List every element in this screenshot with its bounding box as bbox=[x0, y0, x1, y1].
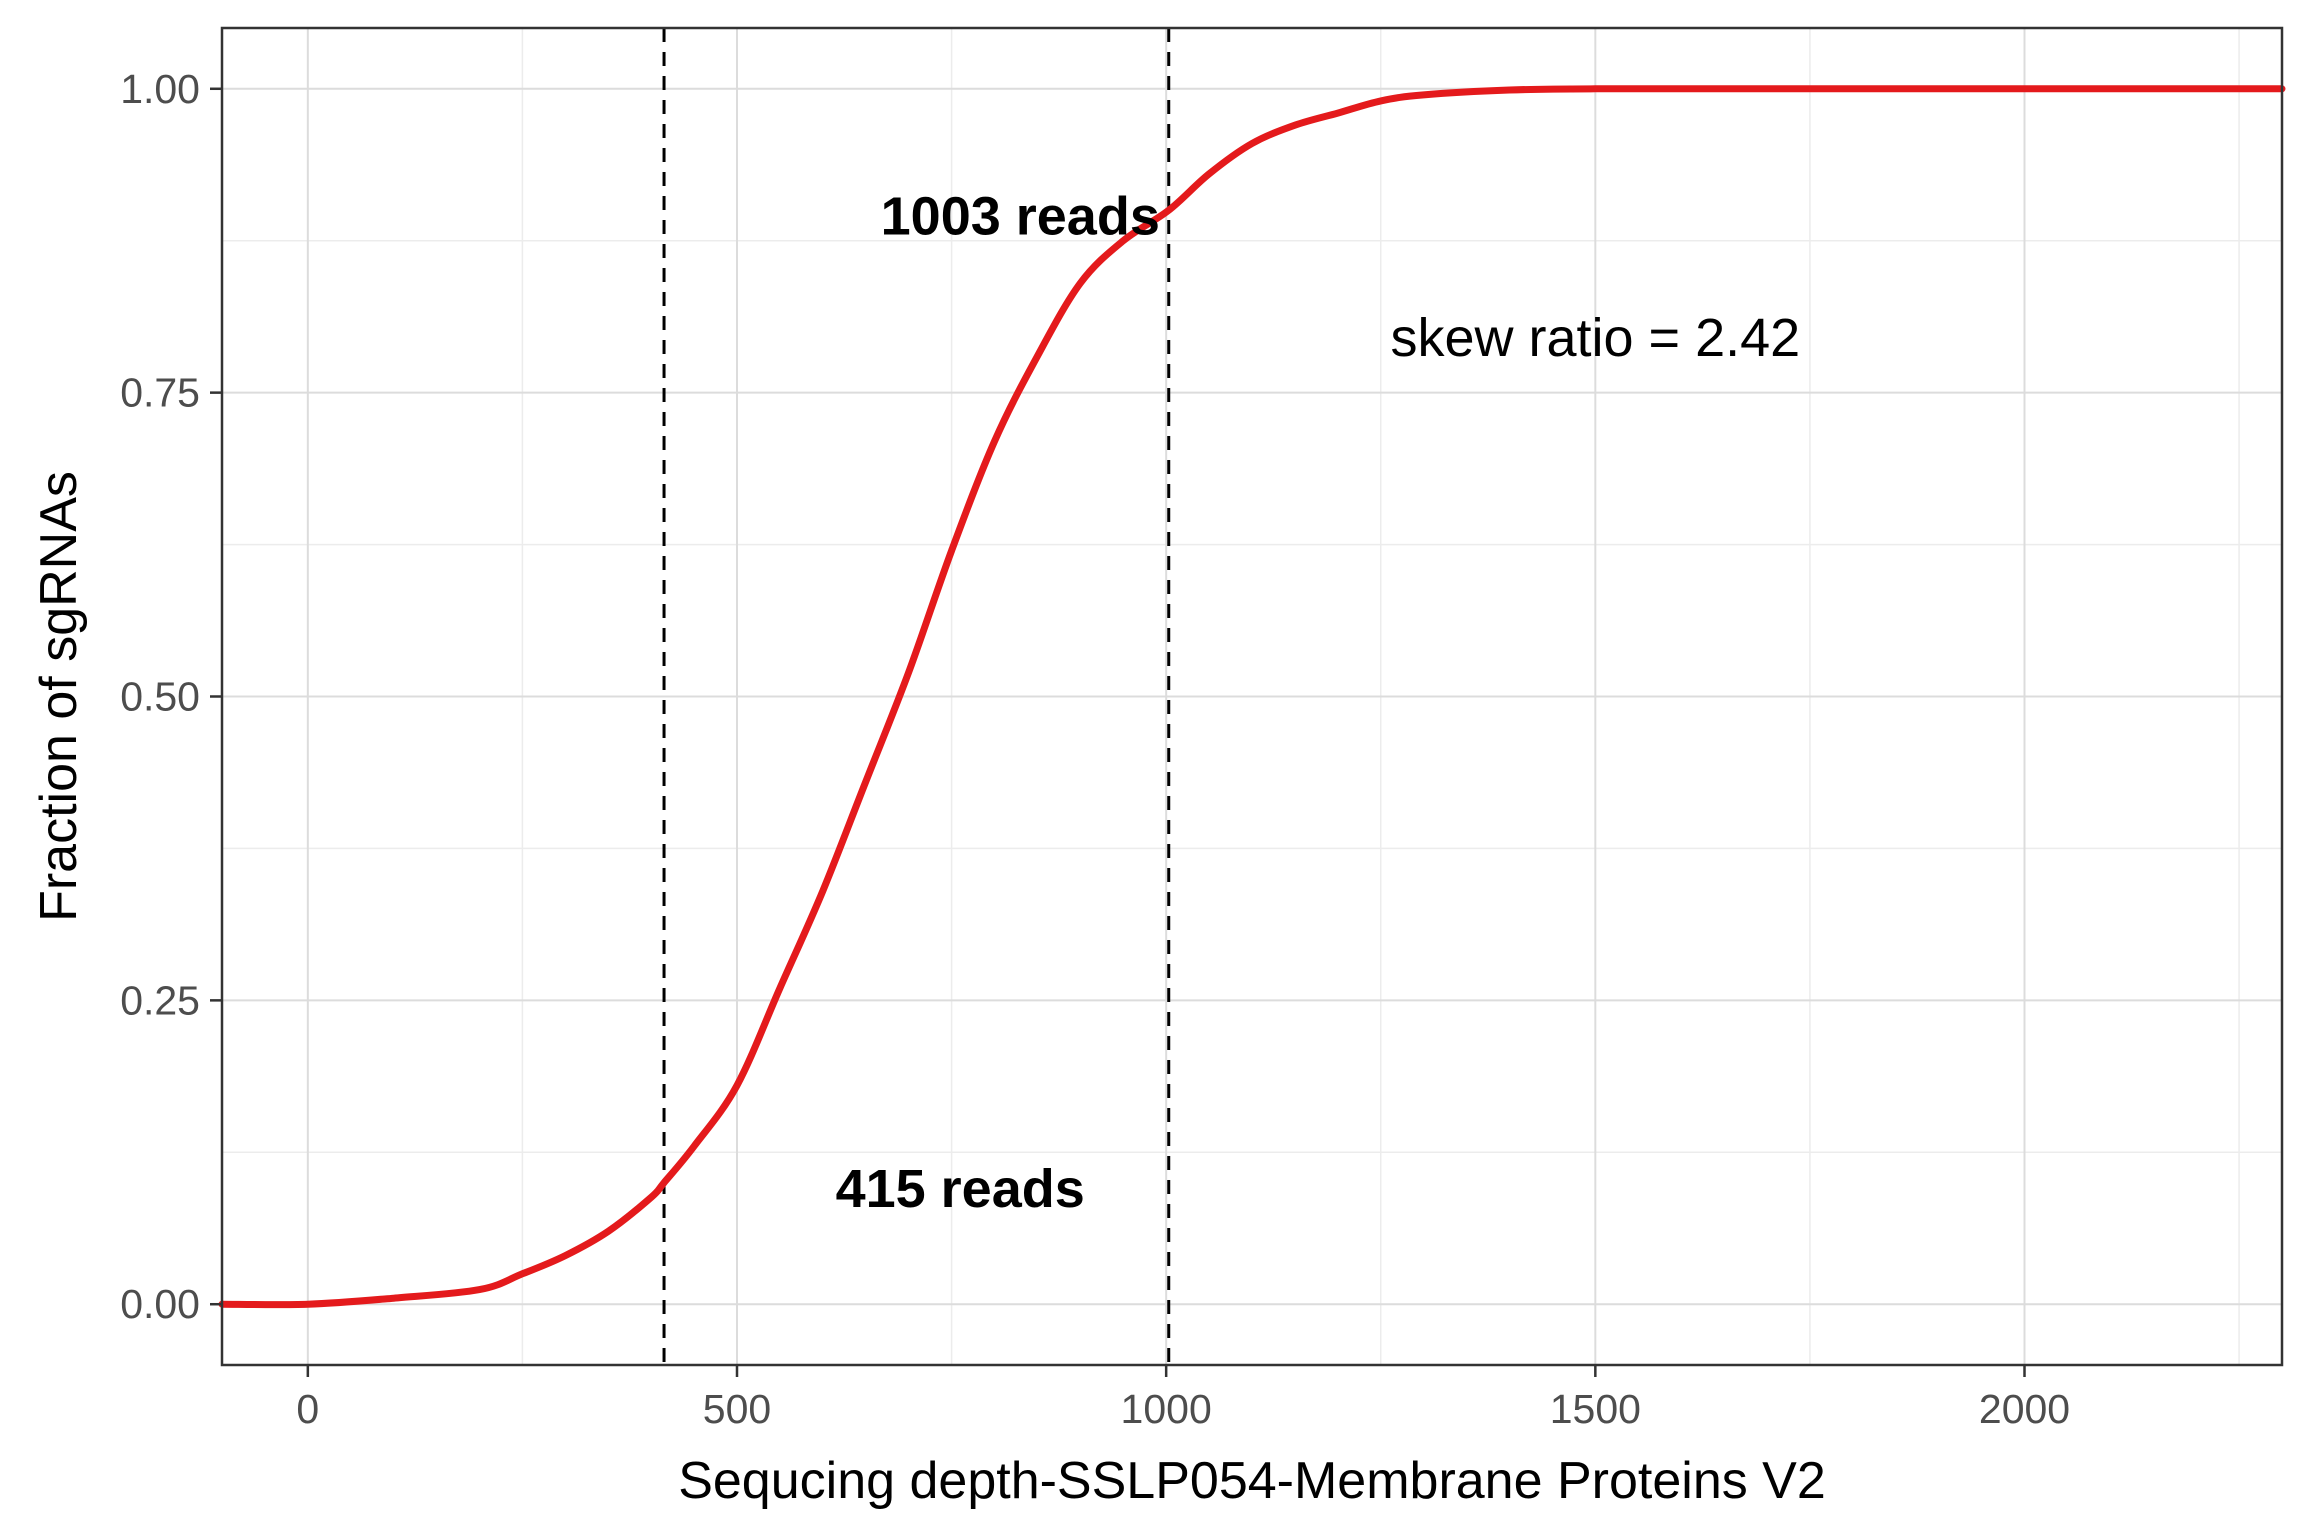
x-tick-label: 0 bbox=[296, 1386, 319, 1432]
x-axis-ticks: 0 500 1000 1500 2000 bbox=[296, 1365, 2070, 1432]
annotation-label: 1003 reads bbox=[881, 186, 1160, 246]
y-tick-label: 0.25 bbox=[120, 977, 200, 1023]
y-tick-label: 0.75 bbox=[120, 370, 200, 416]
annotation-label: 415 reads bbox=[836, 1159, 1085, 1219]
reference-lines bbox=[662, 28, 1171, 1365]
x-tick-label: 1500 bbox=[1550, 1386, 1641, 1432]
x-tick-label: 500 bbox=[703, 1386, 771, 1432]
cdf-line bbox=[218, 85, 2286, 1309]
annotation-label: skew ratio = 2.42 bbox=[1390, 308, 1800, 368]
y-axis-ticks: 0.00 0.25 0.50 0.75 1.00 bbox=[120, 66, 222, 1327]
x-tick-label: 1000 bbox=[1121, 1386, 1212, 1432]
x-axis-title: Sequcing depth-SSLP054-Membrane Proteins… bbox=[678, 1452, 1826, 1510]
y-tick-label: 0.00 bbox=[120, 1281, 200, 1327]
series-layer bbox=[218, 85, 2286, 1309]
y-axis-title: Fraction of sgRNAs bbox=[30, 471, 88, 922]
y-tick-label: 1.00 bbox=[120, 66, 200, 112]
major-gridlines bbox=[222, 28, 2282, 1365]
y-tick-label: 0.50 bbox=[120, 674, 200, 720]
annotations: 1003 reads skew ratio = 2.42 415 reads bbox=[836, 186, 1801, 1218]
x-tick-label: 2000 bbox=[1979, 1386, 2070, 1432]
